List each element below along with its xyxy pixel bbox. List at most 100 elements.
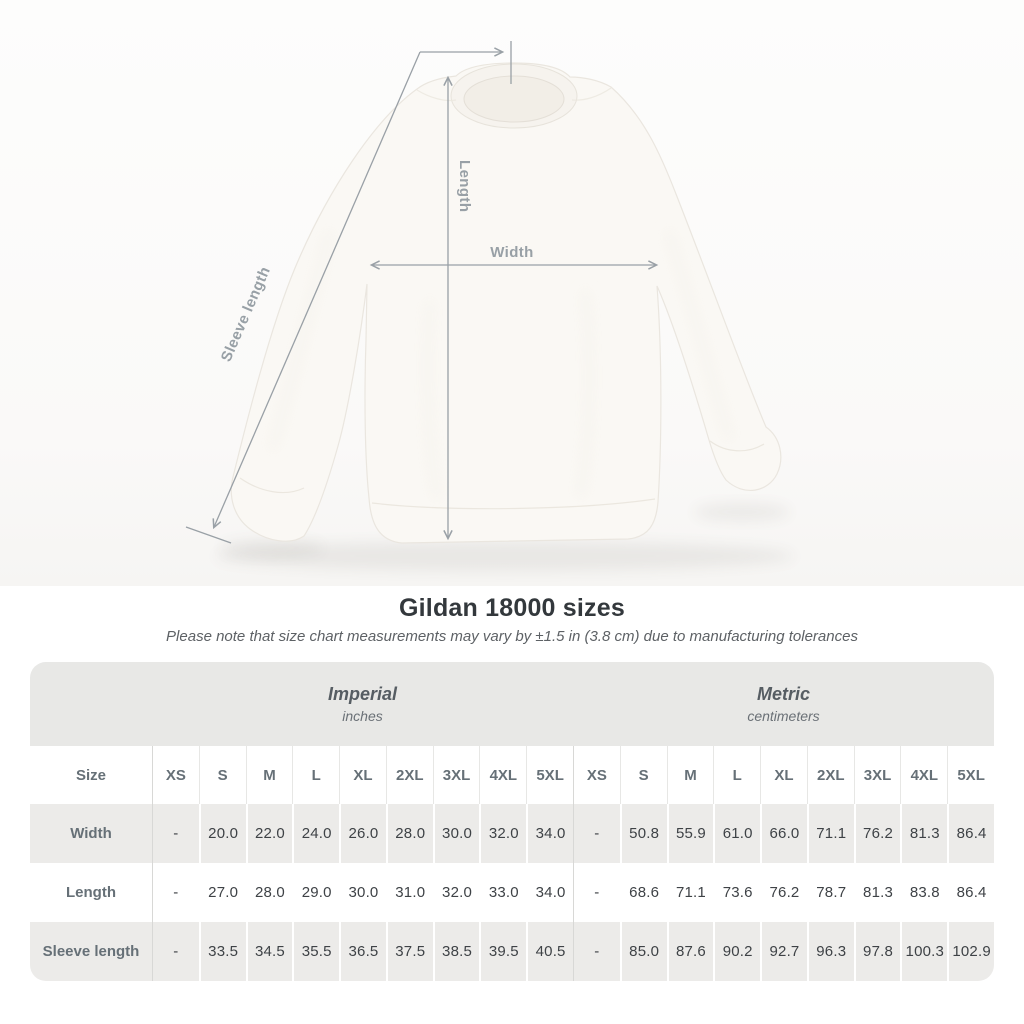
row-label: Length bbox=[30, 863, 152, 922]
size-header-imperial-l: L bbox=[292, 746, 340, 804]
value-cell-imperial: 26.0 bbox=[339, 804, 386, 863]
cuff-tick bbox=[185, 526, 232, 544]
size-header-metric-3xl: 3XL bbox=[853, 746, 901, 804]
size-header-metric-s: S bbox=[619, 746, 667, 804]
sweatshirt-diagram: Width Length Sleeve length bbox=[0, 0, 1024, 586]
value-cell-imperial: 28.0 bbox=[385, 804, 433, 863]
value-cell-imperial: 31.0 bbox=[385, 863, 433, 922]
value-cell-metric: 55.9 bbox=[666, 804, 714, 863]
value-cell-imperial: 27.0 bbox=[198, 863, 246, 922]
value-cell-imperial: 36.5 bbox=[339, 922, 386, 981]
size-header-metric-2xl: 2XL bbox=[806, 746, 854, 804]
width-label: Width bbox=[490, 244, 534, 261]
value-cell-metric: 102.9 bbox=[947, 922, 994, 981]
size-header-metric-xl: XL bbox=[760, 746, 807, 804]
value-cell-imperial: 29.0 bbox=[292, 863, 340, 922]
metric-title: Metric bbox=[756, 684, 810, 704]
value-cell-metric: 68.6 bbox=[619, 863, 667, 922]
page-title: Gildan 18000 sizes bbox=[399, 594, 625, 622]
value-cell-metric: 92.7 bbox=[760, 922, 807, 981]
unit-band-spacer bbox=[30, 662, 152, 746]
value-cell-metric: 87.6 bbox=[666, 922, 714, 981]
value-cell-metric: 90.2 bbox=[713, 922, 761, 981]
size-header-metric-xs: XS bbox=[573, 746, 620, 804]
size-header-imperial-m: M bbox=[245, 746, 293, 804]
value-cell-imperial: 34.0 bbox=[526, 863, 573, 922]
size-header-imperial-3xl: 3XL bbox=[432, 746, 480, 804]
value-cell-metric: 81.3 bbox=[900, 804, 948, 863]
value-cell-metric: 96.3 bbox=[806, 922, 854, 981]
imperial-group-header: Imperial inches bbox=[152, 662, 573, 746]
value-cell-metric: 76.2 bbox=[760, 863, 807, 922]
size-table: Imperial inches Metric centimeters Size X… bbox=[30, 662, 994, 981]
garment-shadow bbox=[215, 503, 795, 571]
measurement-lines bbox=[185, 41, 659, 544]
value-cell-imperial: 24.0 bbox=[292, 804, 340, 863]
value-cell-imperial: 32.0 bbox=[479, 804, 527, 863]
size-header-imperial-4xl: 4XL bbox=[479, 746, 527, 804]
value-cell-imperial: 37.5 bbox=[385, 922, 433, 981]
value-cell-imperial: 20.0 bbox=[198, 804, 246, 863]
size-header-imperial-5xl: 5XL bbox=[526, 746, 573, 804]
value-cell-metric: 85.0 bbox=[619, 922, 667, 981]
sleeve-measure-line-diagonal bbox=[212, 51, 421, 530]
value-cell-metric: 76.2 bbox=[853, 804, 901, 863]
value-cell-metric: 86.4 bbox=[947, 863, 994, 922]
imperial-unit: inches bbox=[342, 708, 383, 724]
value-cell-imperial: 30.0 bbox=[339, 863, 386, 922]
value-cell-metric: 86.4 bbox=[947, 804, 994, 863]
size-header-imperial-2xl: 2XL bbox=[385, 746, 433, 804]
value-cell-imperial: 30.0 bbox=[432, 804, 480, 863]
value-cell-imperial: 32.0 bbox=[432, 863, 480, 922]
value-cell-imperial: 28.0 bbox=[245, 863, 293, 922]
row-label: Sleeve length bbox=[30, 922, 152, 981]
value-cell-metric: 50.8 bbox=[619, 804, 667, 863]
value-cell-imperial: - bbox=[152, 804, 199, 863]
value-cell-imperial: 22.0 bbox=[245, 804, 293, 863]
row-label: Width bbox=[30, 804, 152, 863]
unit-band: Imperial inches Metric centimeters bbox=[30, 662, 994, 746]
metric-unit: centimeters bbox=[747, 708, 820, 724]
collar bbox=[450, 63, 578, 129]
size-header-imperial-xl: XL bbox=[339, 746, 386, 804]
value-cell-imperial: - bbox=[152, 922, 199, 981]
size-header-metric-4xl: 4XL bbox=[900, 746, 948, 804]
size-header-imperial-s: S bbox=[198, 746, 246, 804]
seam-lines bbox=[239, 87, 765, 510]
value-cell-imperial: 34.0 bbox=[526, 804, 573, 863]
value-cell-metric: 73.6 bbox=[713, 863, 761, 922]
size-column-header: Size bbox=[30, 746, 152, 804]
value-cell-metric: 66.0 bbox=[760, 804, 807, 863]
value-cell-metric: 78.7 bbox=[806, 863, 854, 922]
value-cell-imperial: 34.5 bbox=[245, 922, 293, 981]
caption-block: Gildan 18000 sizes Please note that size… bbox=[0, 594, 1024, 645]
length-label: Length bbox=[456, 160, 473, 212]
value-cell-imperial: 38.5 bbox=[432, 922, 480, 981]
value-cell-metric: - bbox=[573, 922, 620, 981]
value-cell-metric: 61.0 bbox=[713, 804, 761, 863]
value-cell-metric: - bbox=[573, 804, 620, 863]
value-cell-imperial: 35.5 bbox=[292, 922, 340, 981]
value-cell-imperial: 40.5 bbox=[526, 922, 573, 981]
value-cell-metric: 83.8 bbox=[900, 863, 948, 922]
size-header-imperial-xs: XS bbox=[152, 746, 199, 804]
value-cell-metric: 100.3 bbox=[900, 922, 948, 981]
size-header-metric-5xl: 5XL bbox=[947, 746, 994, 804]
size-header-metric-l: L bbox=[713, 746, 761, 804]
value-cell-imperial: 33.5 bbox=[198, 922, 246, 981]
metric-group-header: Metric centimeters bbox=[573, 662, 994, 746]
fabric-folds bbox=[269, 229, 733, 501]
value-cell-metric: 81.3 bbox=[853, 863, 901, 922]
value-cell-metric: - bbox=[573, 863, 620, 922]
tolerance-note: Please note that size chart measurements… bbox=[166, 628, 858, 645]
size-header-metric-m: M bbox=[666, 746, 714, 804]
value-cell-imperial: 39.5 bbox=[479, 922, 527, 981]
size-table-grid: Size XS S M L XL 2XL 3XL 4XL 5XL XS S M L XL 2XL 3XL 4XL 5… bbox=[30, 746, 994, 981]
product-measurement-figure: Width Length Sleeve length bbox=[0, 0, 1024, 586]
value-cell-metric: 71.1 bbox=[666, 863, 714, 922]
sweatshirt-illustration bbox=[230, 62, 782, 544]
imperial-title: Imperial bbox=[327, 684, 398, 704]
value-cell-imperial: - bbox=[152, 863, 199, 922]
value-cell-metric: 71.1 bbox=[806, 804, 854, 863]
value-cell-imperial: 33.0 bbox=[479, 863, 527, 922]
